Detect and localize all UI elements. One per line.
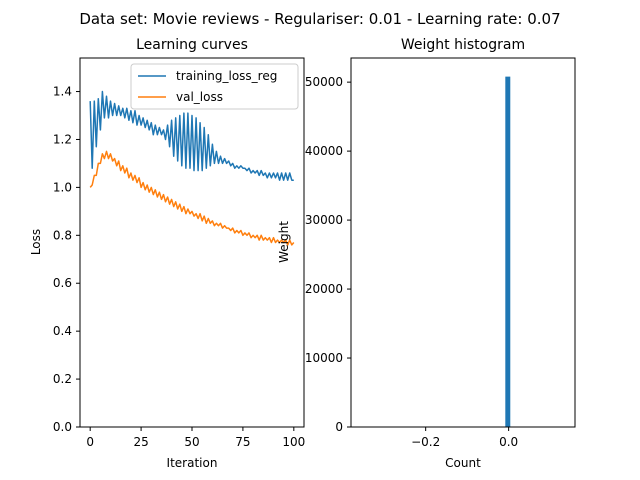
weight-histogram-ylabel: Weight [277,221,291,263]
x-tick-label: 0 [86,435,94,449]
learning-curves-title: Learning curves [136,37,248,53]
learning-curves-legend: training_loss_reg val_loss [130,63,299,110]
y-tick-label: 40000 [305,144,343,158]
y-tick-label: 1.2 [53,132,72,146]
y-tick-label: 30000 [305,213,343,227]
x-tick-label: 50 [184,435,199,449]
y-tick-label: 0.4 [53,324,72,338]
weight-histogram-xlabel: Count [445,456,481,470]
y-tick-label: 10000 [305,351,343,365]
y-tick-label: 1.4 [53,85,72,99]
y-tick-label: 0.0 [53,420,72,434]
y-tick-label: 1.0 [53,180,72,194]
y-tick-label: 50000 [305,75,343,89]
y-tick-label: 0.8 [53,228,72,242]
figure-suptitle: Data set: Movie reviews - Regulariser: 0… [79,10,560,28]
x-tick-label: 75 [235,435,250,449]
learning-curves-axes: Learning curves 0 25 50 75 100 0.00.20.40.60… [29,37,305,470]
series-line-training-loss-reg [89,90,294,181]
histogram-bar [505,76,511,427]
learning-curves-y-ticks: 0.0 0.2 0.4 0.6 0.8 1.0 1.2 1.4 [53,85,80,434]
learning-curves-frame [79,57,305,428]
x-tick-label: 25 [133,435,148,449]
legend-frame [130,63,299,110]
learning-curves-lines [89,90,295,246]
weight-histogram-frame [350,57,576,428]
y-tick-label: 0.2 [53,372,72,386]
weight-histogram-title: Weight histogram [401,37,525,53]
legend-label-training-loss-reg: training_loss_reg [176,69,277,83]
y-tick-label: 20000 [305,282,343,296]
x-tick-label: −0.2 [411,435,440,449]
x-tick-label: 100 [282,435,305,449]
legend-label-val-loss: val_loss [176,90,223,104]
weight-histogram-x-ticks: −0.2 0.0 [411,427,518,449]
learning-curves-ylabel: Loss [29,229,43,255]
weight-histogram-y-ticks: 0 10000 20000 30000 40000 50000 [305,75,351,434]
weight-histogram-axes: Weight histogram −0.2 0.0 0 10000 20000 3000… [277,37,576,470]
y-tick-label: 0 [335,420,343,434]
y-tick-label: 0.6 [53,276,72,290]
weight-histogram-bars [505,76,511,427]
x-tick-label: 0.0 [499,435,518,449]
series-line-val-loss [89,150,295,246]
learning-curves-xlabel: Iteration [167,456,218,470]
learning-curves-x-ticks: 0 25 50 75 100 [86,427,305,449]
